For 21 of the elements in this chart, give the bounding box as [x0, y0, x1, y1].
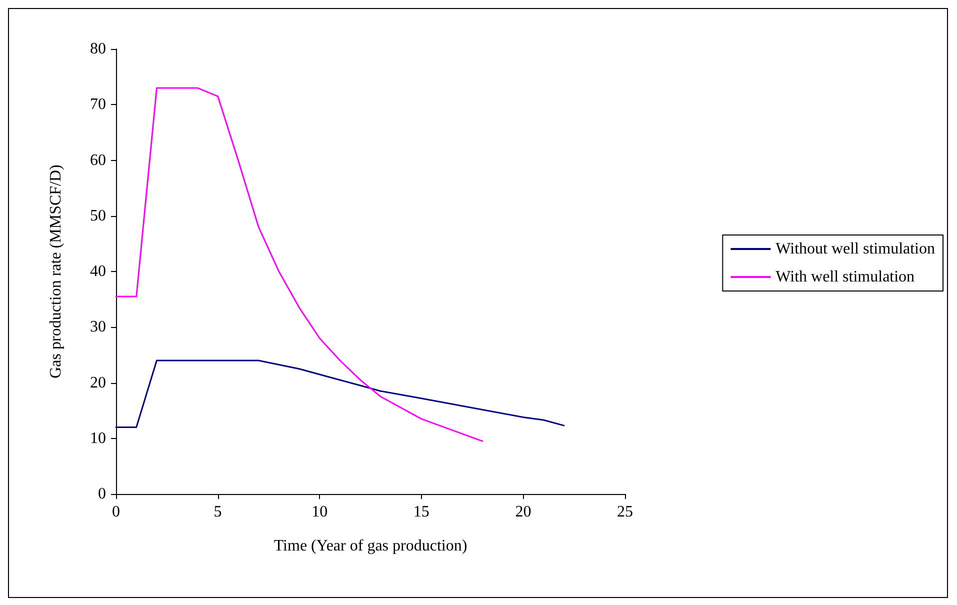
y-tick-label: 10 — [90, 430, 106, 447]
y-tick-label: 40 — [90, 263, 106, 280]
x-tick-label: 10 — [312, 504, 328, 520]
x-tick-label: 25 — [617, 504, 633, 520]
y-tick-label: 0 — [98, 486, 106, 502]
y-axis-title: Gas production rate (MMSCF/D) — [48, 164, 64, 378]
y-tick-label: 80 — [90, 40, 106, 58]
line-series — [115, 360, 565, 428]
x-tick-label: 5 — [214, 504, 222, 520]
x-tick-label: 15 — [413, 504, 430, 520]
y-tick-label: 30 — [90, 318, 106, 336]
x-tick-label: 20 — [515, 504, 532, 520]
legend-label: Without well stimulation — [776, 240, 935, 258]
x-tick-label: 0 — [112, 504, 120, 520]
y-tick-label: 20 — [90, 374, 106, 392]
y-tick-label: 50 — [90, 207, 106, 224]
y-tick-label: 60 — [90, 152, 106, 169]
legend-label: With well stimulation — [776, 268, 915, 286]
x-axis-title: Time (Year of gas production) — [274, 538, 468, 554]
y-tick-label: 70 — [90, 96, 106, 114]
line-series — [115, 87, 484, 442]
